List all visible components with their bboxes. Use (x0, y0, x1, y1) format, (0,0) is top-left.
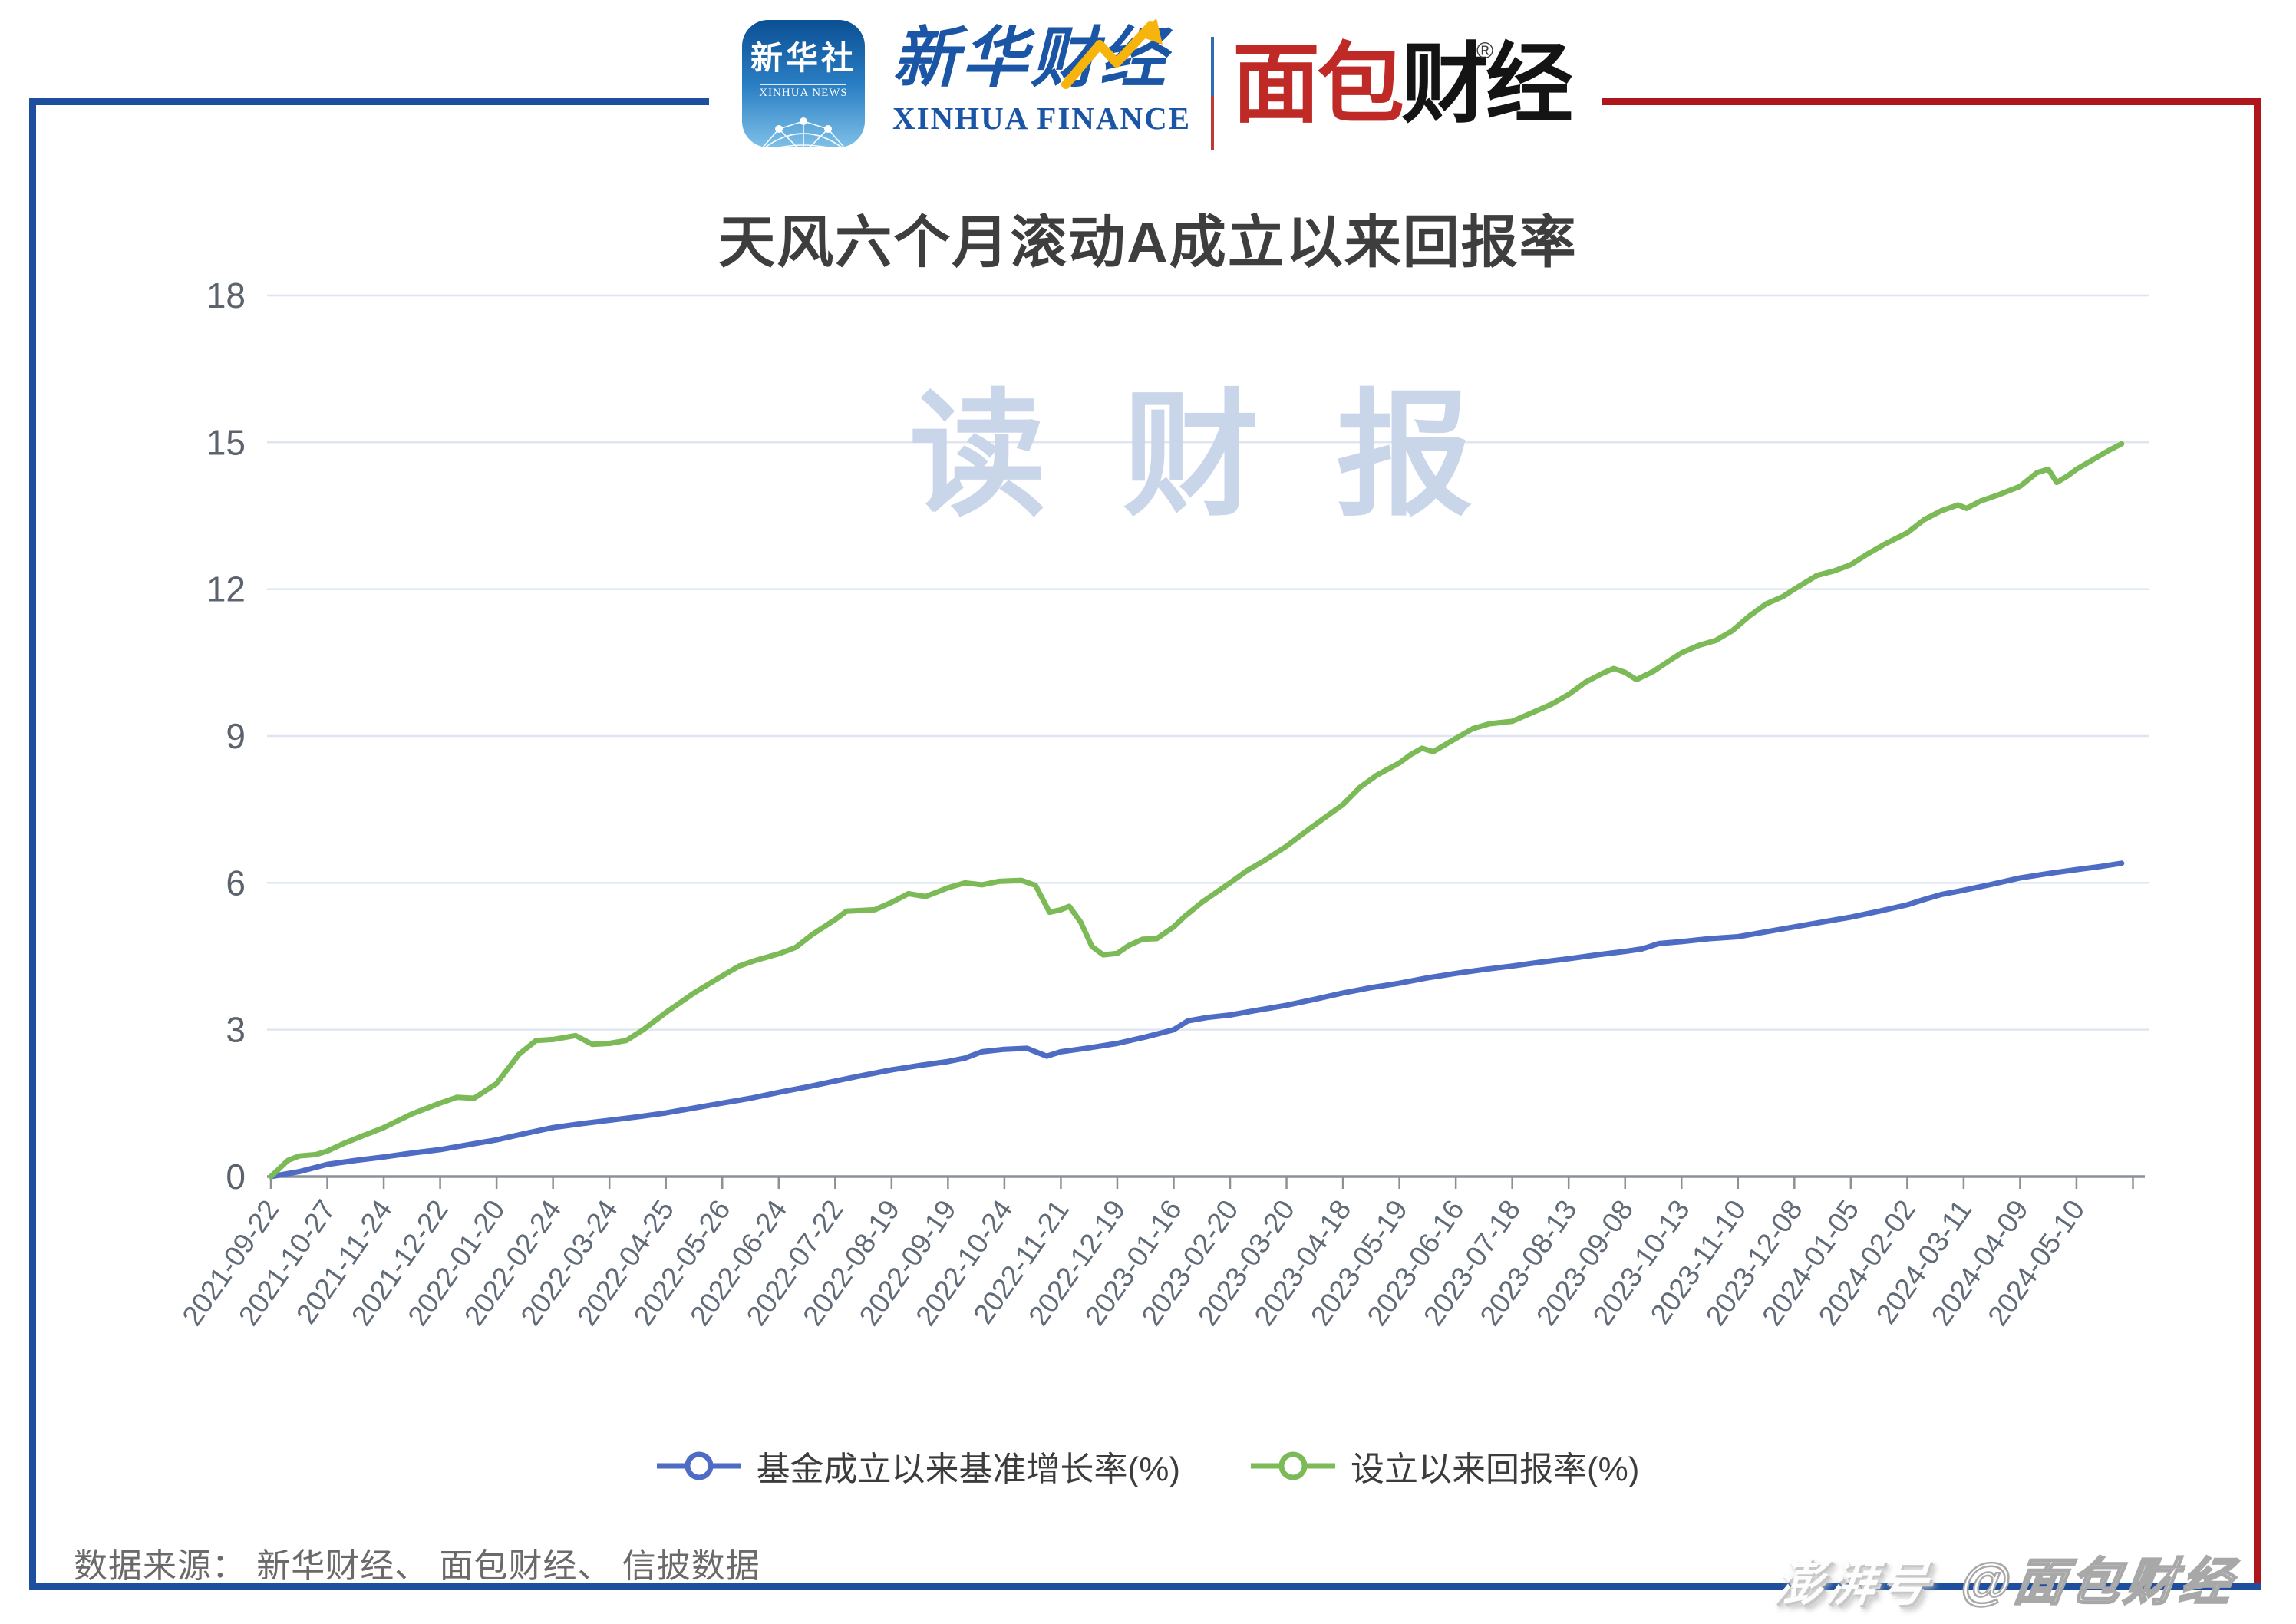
chart-legend: 基金成立以来基准增长率(%) 设立以来回报率(%) (0, 1441, 2296, 1490)
legend-label-benchmark: 基金成立以来基准增长率(%) (756, 1451, 1180, 1488)
legend-marker-return-icon (1251, 1451, 1335, 1480)
svg-text:12: 12 (206, 569, 246, 609)
registered-trademark-icon: ® (1476, 38, 1494, 64)
xinhua-news-icon-en: XINHUA NEWS (759, 87, 848, 99)
frame-rule-top-left (29, 98, 709, 105)
legend-label-return: 设立以来回报率(%) (1351, 1451, 1640, 1488)
svg-text:0: 0 (226, 1157, 246, 1197)
svg-text:3: 3 (226, 1010, 246, 1050)
svg-text:15: 15 (206, 422, 246, 462)
svg-text:18: 18 (206, 276, 246, 315)
network-globe-icon (761, 117, 846, 147)
frame-border-left (29, 98, 36, 1590)
svg-text:6: 6 (226, 863, 246, 903)
svg-text:9: 9 (226, 716, 246, 756)
xinhua-news-icon-cn: 新华社 (750, 40, 856, 76)
mianbao-finance-logo: 面包财经 ® (1232, 32, 1573, 140)
legend-item-return: 设立以来回报率(%) (1251, 1441, 1639, 1490)
pengpai-watermark: 澎湃号 (1770, 1556, 1934, 1611)
chart-title: 天风六个月滚动A成立以来回报率 (718, 210, 1578, 274)
mianbao-watermark: @面包财经 (1956, 1553, 2241, 1612)
mianbao-logo-red-part: 面包 (1232, 36, 1404, 134)
svg-text:读财报: 读财报 (909, 379, 1549, 532)
xinhua-finance-logo: 新华财经 XINHUA FINANCE (892, 18, 1193, 137)
xinhua-news-app-icon: 新华社 XINHUA NEWS (742, 20, 865, 147)
xinhua-finance-logo-en: XINHUA FINANCE (892, 101, 1192, 136)
frame-rule-top-right (1602, 98, 2261, 105)
frame-bar-bottom (29, 1583, 2261, 1590)
frame-border-right (2254, 98, 2261, 1590)
legend-marker-benchmark-icon (656, 1451, 741, 1480)
mianbao-logo-black-part: 财经 (1401, 36, 1573, 134)
data-source-note: 数据来源： 新华财经、 面包财经、 信披数据 (74, 1547, 760, 1585)
legend-item-benchmark: 基金成立以来基准增长率(%) (656, 1441, 1180, 1490)
yellow-arrow-icon (1061, 18, 1163, 89)
header-logo-divider (1211, 37, 1214, 150)
xinhua-news-icon-divider (760, 84, 846, 85)
